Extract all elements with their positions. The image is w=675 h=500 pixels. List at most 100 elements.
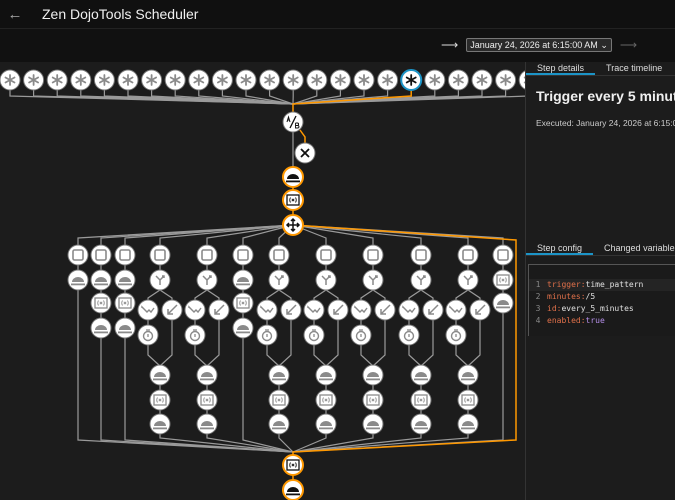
variables-node[interactable] <box>149 389 171 411</box>
delay-node[interactable] <box>184 324 206 346</box>
event-node[interactable] <box>362 413 384 435</box>
variables-node[interactable] <box>410 389 432 411</box>
tab-changed-variables[interactable]: Changed variables <box>604 243 675 253</box>
variables-node[interactable] <box>282 454 304 476</box>
sequence-node[interactable] <box>90 244 112 266</box>
trigger-node[interactable] <box>0 69 21 91</box>
sequence-node[interactable] <box>315 244 337 266</box>
trigger-node[interactable] <box>235 69 257 91</box>
event-node[interactable] <box>232 317 254 339</box>
tab-trace-timeline[interactable]: Trace timeline <box>606 63 663 73</box>
event-node[interactable] <box>410 413 432 435</box>
action-node[interactable] <box>327 299 349 321</box>
yaml-code-block[interactable]: 1 trigger: time_pattern 2 minutes: /5 3 id:… <box>528 264 675 336</box>
variables-node[interactable] <box>492 269 514 291</box>
event-node[interactable] <box>410 364 432 386</box>
variables-node[interactable] <box>362 389 384 411</box>
variables-node[interactable] <box>282 189 304 211</box>
action-node[interactable] <box>422 299 444 321</box>
delay-node[interactable] <box>350 324 372 346</box>
action-node[interactable] <box>161 299 183 321</box>
condition-node[interactable] <box>398 299 420 321</box>
event-node[interactable] <box>67 269 89 291</box>
back-arrow-icon[interactable]: ← <box>7 5 23 23</box>
event-node[interactable] <box>282 166 304 188</box>
trigger-node[interactable] <box>117 69 139 91</box>
condition-node[interactable] <box>303 299 325 321</box>
variables-node[interactable] <box>232 292 254 314</box>
event-node[interactable] <box>196 413 218 435</box>
trigger-node[interactable] <box>424 69 446 91</box>
trigger-node[interactable] <box>164 69 186 91</box>
sequence-node[interactable] <box>362 244 384 266</box>
trigger-node[interactable] <box>447 69 469 91</box>
action-node[interactable] <box>280 299 302 321</box>
choose-branch-node[interactable] <box>410 269 432 291</box>
trigger-node[interactable] <box>282 69 304 91</box>
stop-node[interactable] <box>294 142 316 164</box>
event-node[interactable] <box>114 269 136 291</box>
variables-node[interactable] <box>114 292 136 314</box>
previous-trace-icon[interactable]: ⟶ <box>441 38 459 52</box>
trigger-node[interactable] <box>23 69 45 91</box>
tab-step-config[interactable]: Step config <box>526 242 594 255</box>
condition-node[interactable] <box>445 299 467 321</box>
trigger-node[interactable] <box>471 69 493 91</box>
action-node[interactable] <box>208 299 230 321</box>
event-node[interactable] <box>268 364 290 386</box>
choose-branch-node[interactable] <box>457 269 479 291</box>
delay-node[interactable] <box>398 324 420 346</box>
choose-branch-node[interactable] <box>149 269 171 291</box>
event-node[interactable] <box>149 364 171 386</box>
condition-node[interactable] <box>350 299 372 321</box>
variables-node[interactable] <box>268 389 290 411</box>
delay-node[interactable] <box>256 324 278 346</box>
sequence-node[interactable] <box>114 244 136 266</box>
next-trace-icon[interactable]: ⟶ <box>619 38 638 52</box>
trigger-node[interactable] <box>188 69 210 91</box>
event-node[interactable] <box>196 364 218 386</box>
trigger-node[interactable] <box>518 70 525 90</box>
event-node[interactable] <box>114 317 136 339</box>
variables-node[interactable] <box>90 292 112 314</box>
event-node[interactable] <box>457 364 479 386</box>
event-node[interactable] <box>492 292 514 314</box>
condition-node[interactable] <box>256 299 278 321</box>
event-node[interactable] <box>90 269 112 291</box>
sequence-node[interactable] <box>410 244 432 266</box>
event-node[interactable] <box>362 364 384 386</box>
event-node[interactable] <box>149 413 171 435</box>
sequence-node[interactable] <box>232 244 254 266</box>
sequence-node[interactable] <box>149 244 171 266</box>
sequence-node[interactable] <box>196 244 218 266</box>
action-node[interactable] <box>469 299 491 321</box>
event-node[interactable] <box>315 413 337 435</box>
trigger-node[interactable] <box>259 69 281 91</box>
delay-node[interactable] <box>137 324 159 346</box>
delay-node[interactable] <box>445 324 467 346</box>
event-node[interactable] <box>90 317 112 339</box>
variables-node[interactable] <box>457 389 479 411</box>
trigger-node[interactable] <box>93 69 115 91</box>
sequence-node[interactable] <box>268 244 290 266</box>
event-node[interactable] <box>268 413 290 435</box>
trigger-node[interactable] <box>329 69 351 91</box>
trigger-node[interactable] <box>377 69 399 91</box>
event-node[interactable] <box>457 413 479 435</box>
trigger-node[interactable] <box>306 69 328 91</box>
event-node[interactable] <box>232 269 254 291</box>
choose-branch-node[interactable] <box>362 269 384 291</box>
delay-node[interactable] <box>303 324 325 346</box>
trigger-node[interactable] <box>46 69 68 91</box>
trigger-node[interactable] <box>400 69 423 91</box>
event-node[interactable] <box>282 479 304 500</box>
action-node[interactable] <box>374 299 396 321</box>
trigger-node[interactable] <box>70 69 92 91</box>
trigger-node[interactable] <box>211 69 233 91</box>
parallel-node[interactable] <box>282 214 304 236</box>
choose-branch-node[interactable] <box>196 269 218 291</box>
variables-node[interactable] <box>196 389 218 411</box>
sequence-node[interactable] <box>67 244 89 266</box>
variables-node[interactable] <box>315 389 337 411</box>
choose-node[interactable] <box>282 111 304 133</box>
